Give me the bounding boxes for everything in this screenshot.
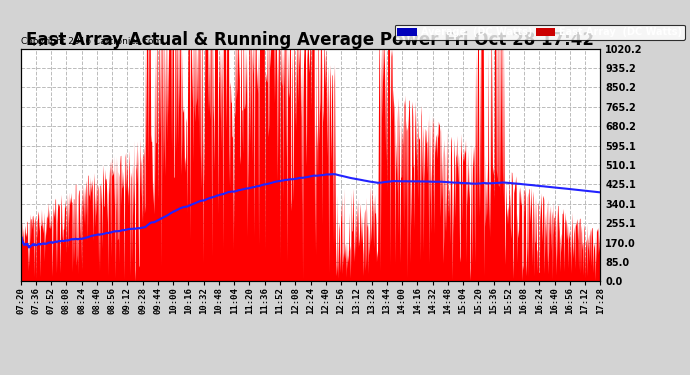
Title: East Array Actual & Running Average Power Fri Oct 28 17:42: East Array Actual & Running Average Powe…	[26, 31, 595, 49]
Legend: Average  (DC Watts), East Array  (DC Watts): Average (DC Watts), East Array (DC Watts…	[395, 24, 685, 40]
Text: Copyright 2016 Cartronics.com: Copyright 2016 Cartronics.com	[21, 38, 162, 46]
